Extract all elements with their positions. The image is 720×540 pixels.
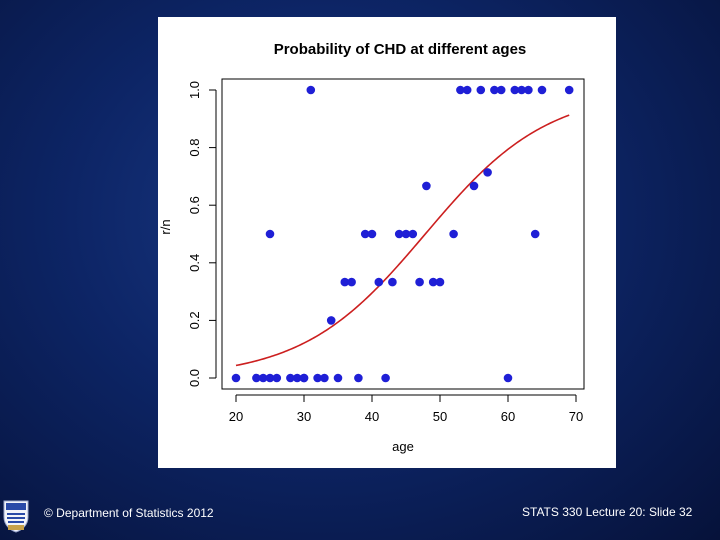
x-tick-label: 70 bbox=[569, 409, 583, 424]
chart-panel: Probability of CHD at different ages 0.0… bbox=[158, 17, 616, 468]
scatter-chart: Probability of CHD at different ages 0.0… bbox=[158, 41, 585, 454]
y-tick-label: 1.0 bbox=[187, 81, 202, 99]
data-point bbox=[510, 85, 520, 95]
data-point bbox=[537, 85, 547, 95]
data-point bbox=[408, 229, 418, 239]
x-tick-label: 20 bbox=[229, 409, 243, 424]
data-point bbox=[564, 85, 574, 95]
data-point bbox=[374, 277, 384, 287]
data-point bbox=[490, 85, 499, 95]
data-point bbox=[496, 85, 506, 95]
data-points bbox=[231, 85, 574, 383]
x-tick-label: 50 bbox=[433, 409, 447, 424]
data-point bbox=[286, 373, 295, 383]
data-point bbox=[462, 85, 472, 95]
data-point bbox=[401, 229, 411, 239]
data-point bbox=[503, 373, 513, 383]
university-crest-icon bbox=[3, 500, 29, 533]
data-point bbox=[333, 373, 343, 383]
data-point bbox=[456, 85, 465, 95]
fitted-curve bbox=[235, 114, 570, 367]
data-point bbox=[258, 373, 268, 383]
x-axis-label: age bbox=[392, 439, 414, 454]
data-point bbox=[340, 277, 350, 287]
x-tick-label: 30 bbox=[297, 409, 311, 424]
y-axis: 0.0 0.2 0.4 0.6 0.8 1.0 bbox=[187, 81, 217, 387]
data-point bbox=[394, 229, 404, 239]
data-point bbox=[306, 85, 316, 95]
data-point bbox=[265, 229, 275, 239]
y-tick-label: 0.6 bbox=[187, 196, 202, 214]
data-point bbox=[354, 373, 363, 383]
data-point bbox=[367, 229, 377, 239]
data-point bbox=[388, 277, 397, 287]
data-point bbox=[381, 373, 390, 383]
data-point bbox=[320, 373, 329, 383]
data-point bbox=[435, 277, 445, 287]
copyright-text: © Department of Statistics 2012 bbox=[44, 506, 214, 520]
data-point bbox=[252, 373, 261, 383]
data-point bbox=[313, 373, 322, 383]
data-point bbox=[428, 277, 438, 287]
y-axis-label: r/n bbox=[158, 219, 173, 234]
data-point bbox=[422, 181, 431, 191]
x-axis: 20 30 40 50 60 70 bbox=[229, 394, 583, 424]
data-point bbox=[449, 229, 458, 239]
data-point bbox=[360, 229, 370, 239]
y-tick-label: 0.0 bbox=[187, 369, 202, 387]
data-point bbox=[517, 85, 526, 95]
y-tick-label: 0.8 bbox=[187, 139, 202, 157]
x-tick-label: 40 bbox=[365, 409, 379, 424]
data-point bbox=[347, 277, 356, 287]
x-tick-label: 60 bbox=[501, 409, 515, 424]
data-point bbox=[530, 229, 540, 239]
data-point bbox=[483, 168, 492, 177]
y-tick-label: 0.4 bbox=[187, 254, 202, 272]
data-point bbox=[326, 316, 336, 325]
data-point bbox=[299, 373, 309, 383]
data-point bbox=[415, 277, 424, 287]
slide-info: STATS 330 Lecture 20: Slide 32 bbox=[522, 505, 693, 519]
data-point bbox=[231, 373, 241, 383]
data-point bbox=[272, 373, 282, 383]
plot-box bbox=[221, 78, 585, 390]
y-tick-label: 0.2 bbox=[187, 311, 202, 329]
data-point bbox=[469, 181, 479, 191]
data-point bbox=[265, 373, 275, 383]
data-point bbox=[292, 373, 302, 383]
data-point bbox=[524, 85, 533, 95]
data-point bbox=[476, 85, 486, 95]
chart-title: Probability of CHD at different ages bbox=[274, 41, 527, 58]
